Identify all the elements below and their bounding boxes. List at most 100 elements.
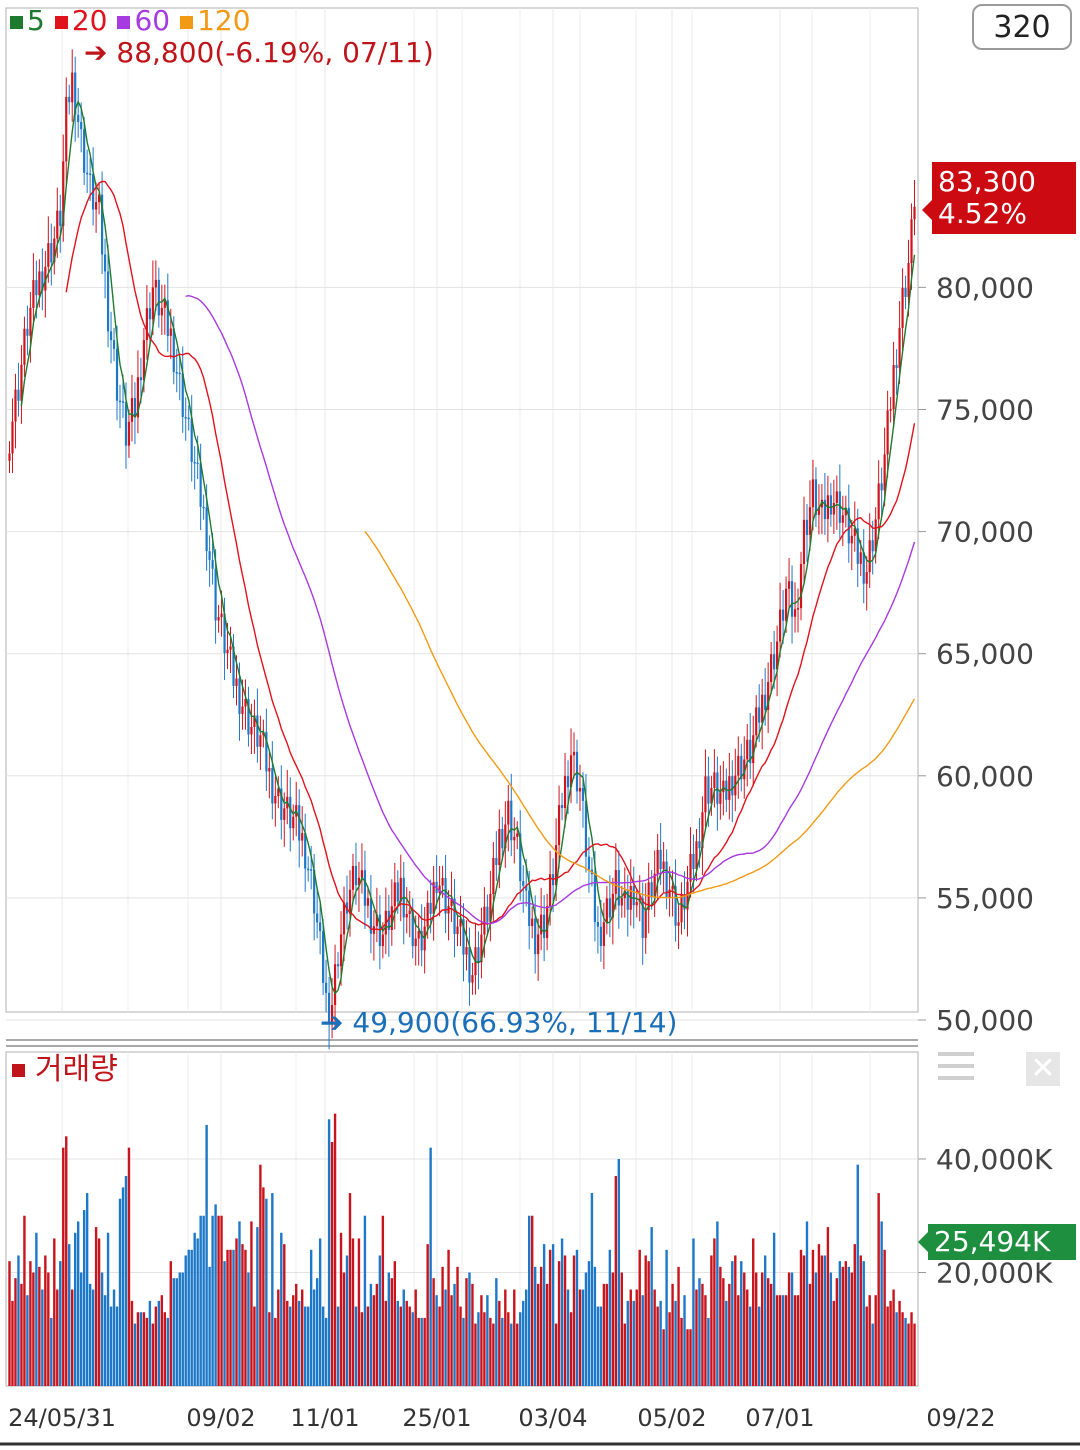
- volume-bar: [94, 1227, 98, 1386]
- volume-bar: [778, 1295, 782, 1386]
- candle-body: [316, 913, 319, 923]
- candle-body: [805, 519, 809, 536]
- candle-body: [483, 906, 486, 935]
- volume-bar: [596, 1306, 600, 1386]
- legend-ma120[interactable]: 120: [180, 4, 251, 37]
- candle-body: [369, 898, 373, 934]
- volume-bar: [790, 1272, 794, 1386]
- period-button[interactable]: 320: [972, 4, 1072, 50]
- candle-body: [659, 849, 662, 870]
- candle-body: [408, 910, 411, 915]
- candle-body: [133, 398, 137, 418]
- volume-bar: [868, 1295, 871, 1386]
- close-icon[interactable]: ✕: [1026, 1052, 1060, 1086]
- volume-bar: [333, 1113, 337, 1386]
- candle-body: [546, 906, 549, 938]
- legend-ma5[interactable]: 5: [10, 4, 45, 37]
- volume-bar: [118, 1198, 122, 1386]
- volume-bar: [668, 1312, 671, 1386]
- legend-ma20[interactable]: 20: [54, 4, 107, 37]
- candle-body: [740, 755, 743, 780]
- candle-body: [799, 563, 803, 609]
- volume-bar: [97, 1238, 101, 1386]
- volume-bar: [847, 1266, 850, 1386]
- volume-bar: [913, 1323, 916, 1386]
- volume-bar: [154, 1306, 158, 1386]
- candle-body: [322, 931, 325, 983]
- volume-bar: [575, 1249, 579, 1386]
- volume-bar: [444, 1289, 447, 1386]
- volume-bar: [363, 1215, 367, 1386]
- candle-body: [593, 874, 597, 922]
- candle-body: [495, 858, 498, 866]
- price-tick-label: 80,000: [936, 271, 1034, 304]
- volume-bar: [653, 1289, 656, 1386]
- candle-body: [65, 96, 68, 162]
- candle-body: [109, 331, 113, 341]
- volume-bar: [826, 1227, 830, 1386]
- volume-bar: [850, 1272, 853, 1386]
- volume-bar: [121, 1187, 125, 1386]
- volume-bar: [844, 1261, 848, 1386]
- candle-body: [313, 869, 316, 914]
- volume-bar: [32, 1272, 35, 1386]
- volume-bar: [265, 1198, 268, 1386]
- volume-bar: [235, 1238, 238, 1386]
- candle-body: [62, 161, 65, 226]
- candle-body: [393, 882, 396, 907]
- candle-body: [755, 707, 758, 736]
- candle-body: [190, 418, 193, 462]
- volume-bar: [498, 1300, 501, 1386]
- candle-body: [832, 502, 835, 515]
- candle-body: [626, 890, 629, 910]
- volume-bar: [769, 1283, 773, 1386]
- candle-body: [220, 613, 223, 618]
- volume-bar: [907, 1323, 910, 1386]
- volume-bar: [360, 1312, 364, 1386]
- volume-bar: [345, 1255, 349, 1386]
- volume-bar: [784, 1295, 788, 1386]
- volume-bar: [8, 1261, 11, 1386]
- volume-bar: [760, 1272, 764, 1386]
- candle-body: [650, 882, 653, 898]
- candle-body: [507, 800, 510, 825]
- arrow-right-icon: ➔: [84, 36, 108, 69]
- candle-body: [274, 795, 277, 804]
- volume-bar: [755, 1272, 758, 1386]
- volume-bar: [414, 1289, 417, 1386]
- volume-bar: [898, 1300, 901, 1386]
- volume-bars: [8, 1113, 916, 1386]
- menu-icon[interactable]: [938, 1052, 974, 1084]
- price-tick-label: 75,000: [936, 394, 1034, 427]
- candle-body: [262, 731, 265, 736]
- candle-body: [605, 898, 608, 923]
- candle-body: [569, 755, 573, 788]
- volume-bar: [554, 1323, 558, 1386]
- candle-body: [728, 776, 731, 800]
- candle-body: [112, 340, 116, 349]
- candle-body: [348, 889, 352, 914]
- candle-body: [623, 890, 626, 899]
- legend-ma60[interactable]: 60: [117, 4, 170, 37]
- volume-bar: [775, 1295, 779, 1386]
- volume-bar: [450, 1295, 453, 1386]
- volume-bar: [569, 1312, 573, 1386]
- volume-bar: [665, 1249, 668, 1386]
- candle-body: [100, 194, 104, 255]
- candle-body: [611, 893, 614, 918]
- x-tick-label: 09/02: [186, 1404, 255, 1432]
- volume-bar: [638, 1249, 641, 1386]
- candle-body: [89, 173, 92, 175]
- candle-body: [178, 372, 181, 375]
- volume-bar: [701, 1283, 704, 1386]
- candle-body: [758, 707, 761, 723]
- volume-bar: [372, 1295, 376, 1386]
- volume-bar: [563, 1255, 567, 1386]
- candle-body: [163, 300, 166, 308]
- current-volume-tag: 25,494K: [918, 1224, 1076, 1260]
- volume-bar: [787, 1272, 791, 1386]
- candle-body: [501, 829, 504, 849]
- arrow-right-icon: ➔: [320, 1006, 344, 1039]
- volume-bar: [865, 1306, 868, 1386]
